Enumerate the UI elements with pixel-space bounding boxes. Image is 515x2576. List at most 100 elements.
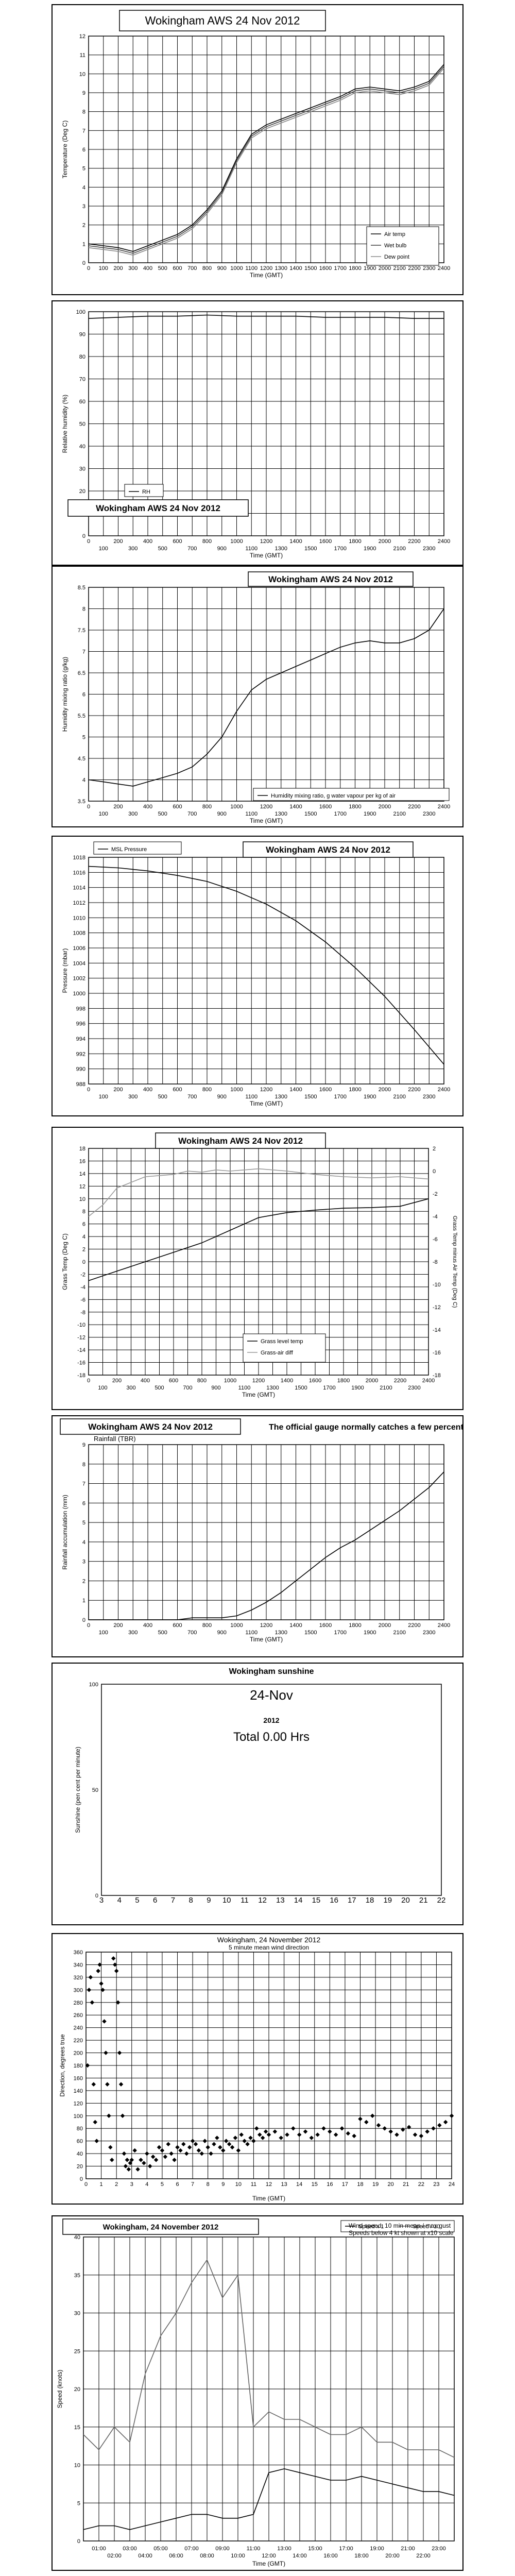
y-tick-label: 12 xyxy=(79,1183,85,1190)
chart-subtitle: 5 minute mean wind direction xyxy=(229,1944,309,1951)
x-tick-label: 2200 xyxy=(408,1622,420,1629)
title-box xyxy=(248,571,414,587)
legend-box xyxy=(340,2220,455,2232)
x-tick-label: 3 xyxy=(130,2181,133,2188)
y-tick-label: 160 xyxy=(74,2075,83,2081)
y-tick-label: 7 xyxy=(82,128,85,134)
y-tick-label: 8.5 xyxy=(78,585,85,591)
y-tick-label: 1000 xyxy=(73,991,85,997)
data-point xyxy=(364,2120,369,2125)
y-tick-label: 5.5 xyxy=(78,713,85,719)
x-tick-label: 1900 xyxy=(351,1385,364,1391)
y-right-tick-label: -14 xyxy=(433,1327,441,1333)
x-tick-label: 2400 xyxy=(422,1378,435,1384)
chart-title: Wokingham AWS 24 Nov 2012 xyxy=(266,845,390,855)
x-tick-label: 300 xyxy=(126,1385,135,1391)
y-tick-label: 9 xyxy=(82,1442,85,1448)
x-tick-label: 1800 xyxy=(337,1378,350,1384)
grass-temperature-chart-panel: 18 16 14 12 10 8 6 4 2 0 -2 -4 -6 -8 -10 -12 -14 -16 -18 0 1… xyxy=(52,1127,464,1410)
y-axis-label: Sunshine (pen cent per minute) xyxy=(74,1747,81,1833)
x-axis-label: Time (GMT) xyxy=(250,1636,283,1643)
x-tick-label: 23 xyxy=(433,2181,439,2188)
y-axis-label: Humidity mixing ratio (g/kg) xyxy=(61,657,68,732)
y-tick-label: -16 xyxy=(77,1360,85,1366)
y-right-tick-label: -18 xyxy=(433,1372,441,1379)
x-tick-label: 10 xyxy=(235,2181,242,2188)
x-tick-label: 8 xyxy=(207,2181,210,2188)
y-tick-label: 14 xyxy=(79,1171,85,1177)
x-tick-label: 4 xyxy=(117,1896,122,1905)
x-tick-label: 200 xyxy=(113,538,123,545)
y-tick-label: 10 xyxy=(74,2463,80,2469)
x-tick-label: 10 xyxy=(222,1896,231,1905)
title-box xyxy=(155,1132,326,1149)
x-tick-label: 100 xyxy=(98,1385,107,1391)
y-tick-label: 20 xyxy=(74,2386,80,2393)
x-tick-label: 1 xyxy=(100,2181,103,2188)
sunshine-chart-panel: 0 50 100 3 4 5 6 7 8 9 10 11 12 13 14 15 16 17 18 19 20 21 22 S… xyxy=(52,1663,464,1925)
x-tick-label: 1700 xyxy=(334,811,347,817)
y-tick-label: 2 xyxy=(82,223,85,229)
y-right-tick-label: -16 xyxy=(433,1350,441,1356)
y-tick-label: 8 xyxy=(82,1209,85,1215)
pressure-chart: 9889909929949969981000100210041006100810… xyxy=(61,841,450,1107)
y-tick-label: 1 xyxy=(82,241,85,247)
x-tick-label: 1500 xyxy=(304,1630,317,1636)
y-tick-label: -12 xyxy=(77,1335,85,1341)
x-axis-label: Time (GMT) xyxy=(250,817,283,824)
x-tick-label: 2000 xyxy=(379,1622,391,1629)
x-tick-label: 200 xyxy=(113,1622,123,1629)
y-axis-label: Grass Temp (Deg C) xyxy=(61,1233,68,1290)
y-tick-label: 12 xyxy=(79,33,85,40)
x-tick-label: 800 xyxy=(202,1087,212,1093)
x-tick-label: 11 xyxy=(251,2181,256,2188)
y-tick-label: 8 xyxy=(82,606,85,613)
y-tick-label: 1 xyxy=(82,1598,85,1604)
y-tick-label: 35 xyxy=(74,2273,80,2279)
x-tick-label: 400 xyxy=(143,804,152,810)
legend-label: Humidity mixing ratio, g water vapour pe… xyxy=(271,793,396,799)
y-tick-label: 5 xyxy=(77,2500,80,2506)
x-tick-label: 800 xyxy=(202,804,212,810)
y-tick-label: 3 xyxy=(82,1559,85,1565)
x-tick-label: 21 xyxy=(403,2181,409,2188)
y-tick-label: 340 xyxy=(74,1962,83,1968)
y-tick-label: 5 xyxy=(82,735,85,741)
x-tick-label: 400 xyxy=(141,1378,150,1384)
title-box xyxy=(67,499,249,517)
x-tick-label: 1500 xyxy=(304,1094,317,1100)
x-tick-label: 2000 xyxy=(379,538,391,545)
x-tick-label: 800 xyxy=(202,538,212,545)
x-tick-label: 5 xyxy=(161,2181,164,2188)
y-tick-label: 5 xyxy=(82,1520,85,1526)
x-tick-label: 23:00 xyxy=(432,2546,446,2552)
x-tick-label: 0 xyxy=(87,804,90,810)
wind-direction-chart-panel: 0 20 40 60 80 100 120 140 160 180 200 220 240 260 280 3… xyxy=(52,1933,464,2205)
y-tick-label: 200 xyxy=(74,2050,83,2057)
y-tick-label: 4 xyxy=(82,1539,85,1546)
y-tick-label: 20 xyxy=(79,488,85,495)
x-tick-label: 18 xyxy=(357,2181,363,2188)
y-tick-label: 40 xyxy=(79,444,85,450)
x-tick-label: 12 xyxy=(258,1896,267,1905)
x-tick-label: 100 xyxy=(99,265,108,272)
x-tick-label: 1200 xyxy=(260,804,272,810)
y-axis-label: Temperature (Deg C) xyxy=(61,121,68,179)
x-tick-label: 0 xyxy=(87,1378,90,1384)
legend-box xyxy=(243,1333,326,1363)
y-tick-label: 4 xyxy=(82,777,85,784)
x-tick-label: 09:00 xyxy=(215,2546,230,2552)
x-tick-label: 500 xyxy=(158,1094,167,1100)
x-tick-label: 1500 xyxy=(304,265,317,272)
y-tick-label: 0 xyxy=(80,2176,83,2182)
x-tick-label: 12:00 xyxy=(262,2553,276,2559)
y-right-tick-label: 0 xyxy=(433,1168,436,1175)
x-tick-label: 21 xyxy=(419,1896,428,1905)
x-tick-label: 05:00 xyxy=(153,2546,168,2552)
x-tick-label: 300 xyxy=(128,265,138,272)
x-tick-label: 1400 xyxy=(289,538,302,545)
title-box xyxy=(243,841,414,858)
x-tick-label: 1600 xyxy=(319,804,332,810)
x-tick-label: 11 xyxy=(241,1896,249,1905)
